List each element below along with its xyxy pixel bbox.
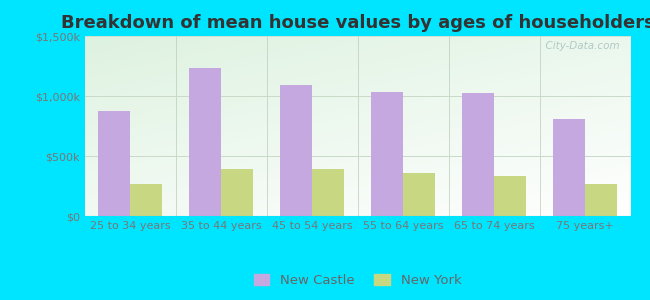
Bar [280,85,312,216]
Bar [130,184,162,216]
Title: Breakdown of mean house values by ages of householders: Breakdown of mean house values by ages o… [60,14,650,32]
Bar [312,169,344,216]
Bar [585,184,617,216]
Bar [494,176,526,216]
Text: City-Data.com: City-Data.com [539,41,619,51]
Bar [371,92,403,216]
Legend: New Castle, New York: New Castle, New York [248,268,467,292]
Bar [462,93,494,216]
Bar [221,169,253,216]
Bar [403,173,435,216]
Bar [98,111,130,216]
Bar [553,119,585,216]
Bar [189,68,221,216]
